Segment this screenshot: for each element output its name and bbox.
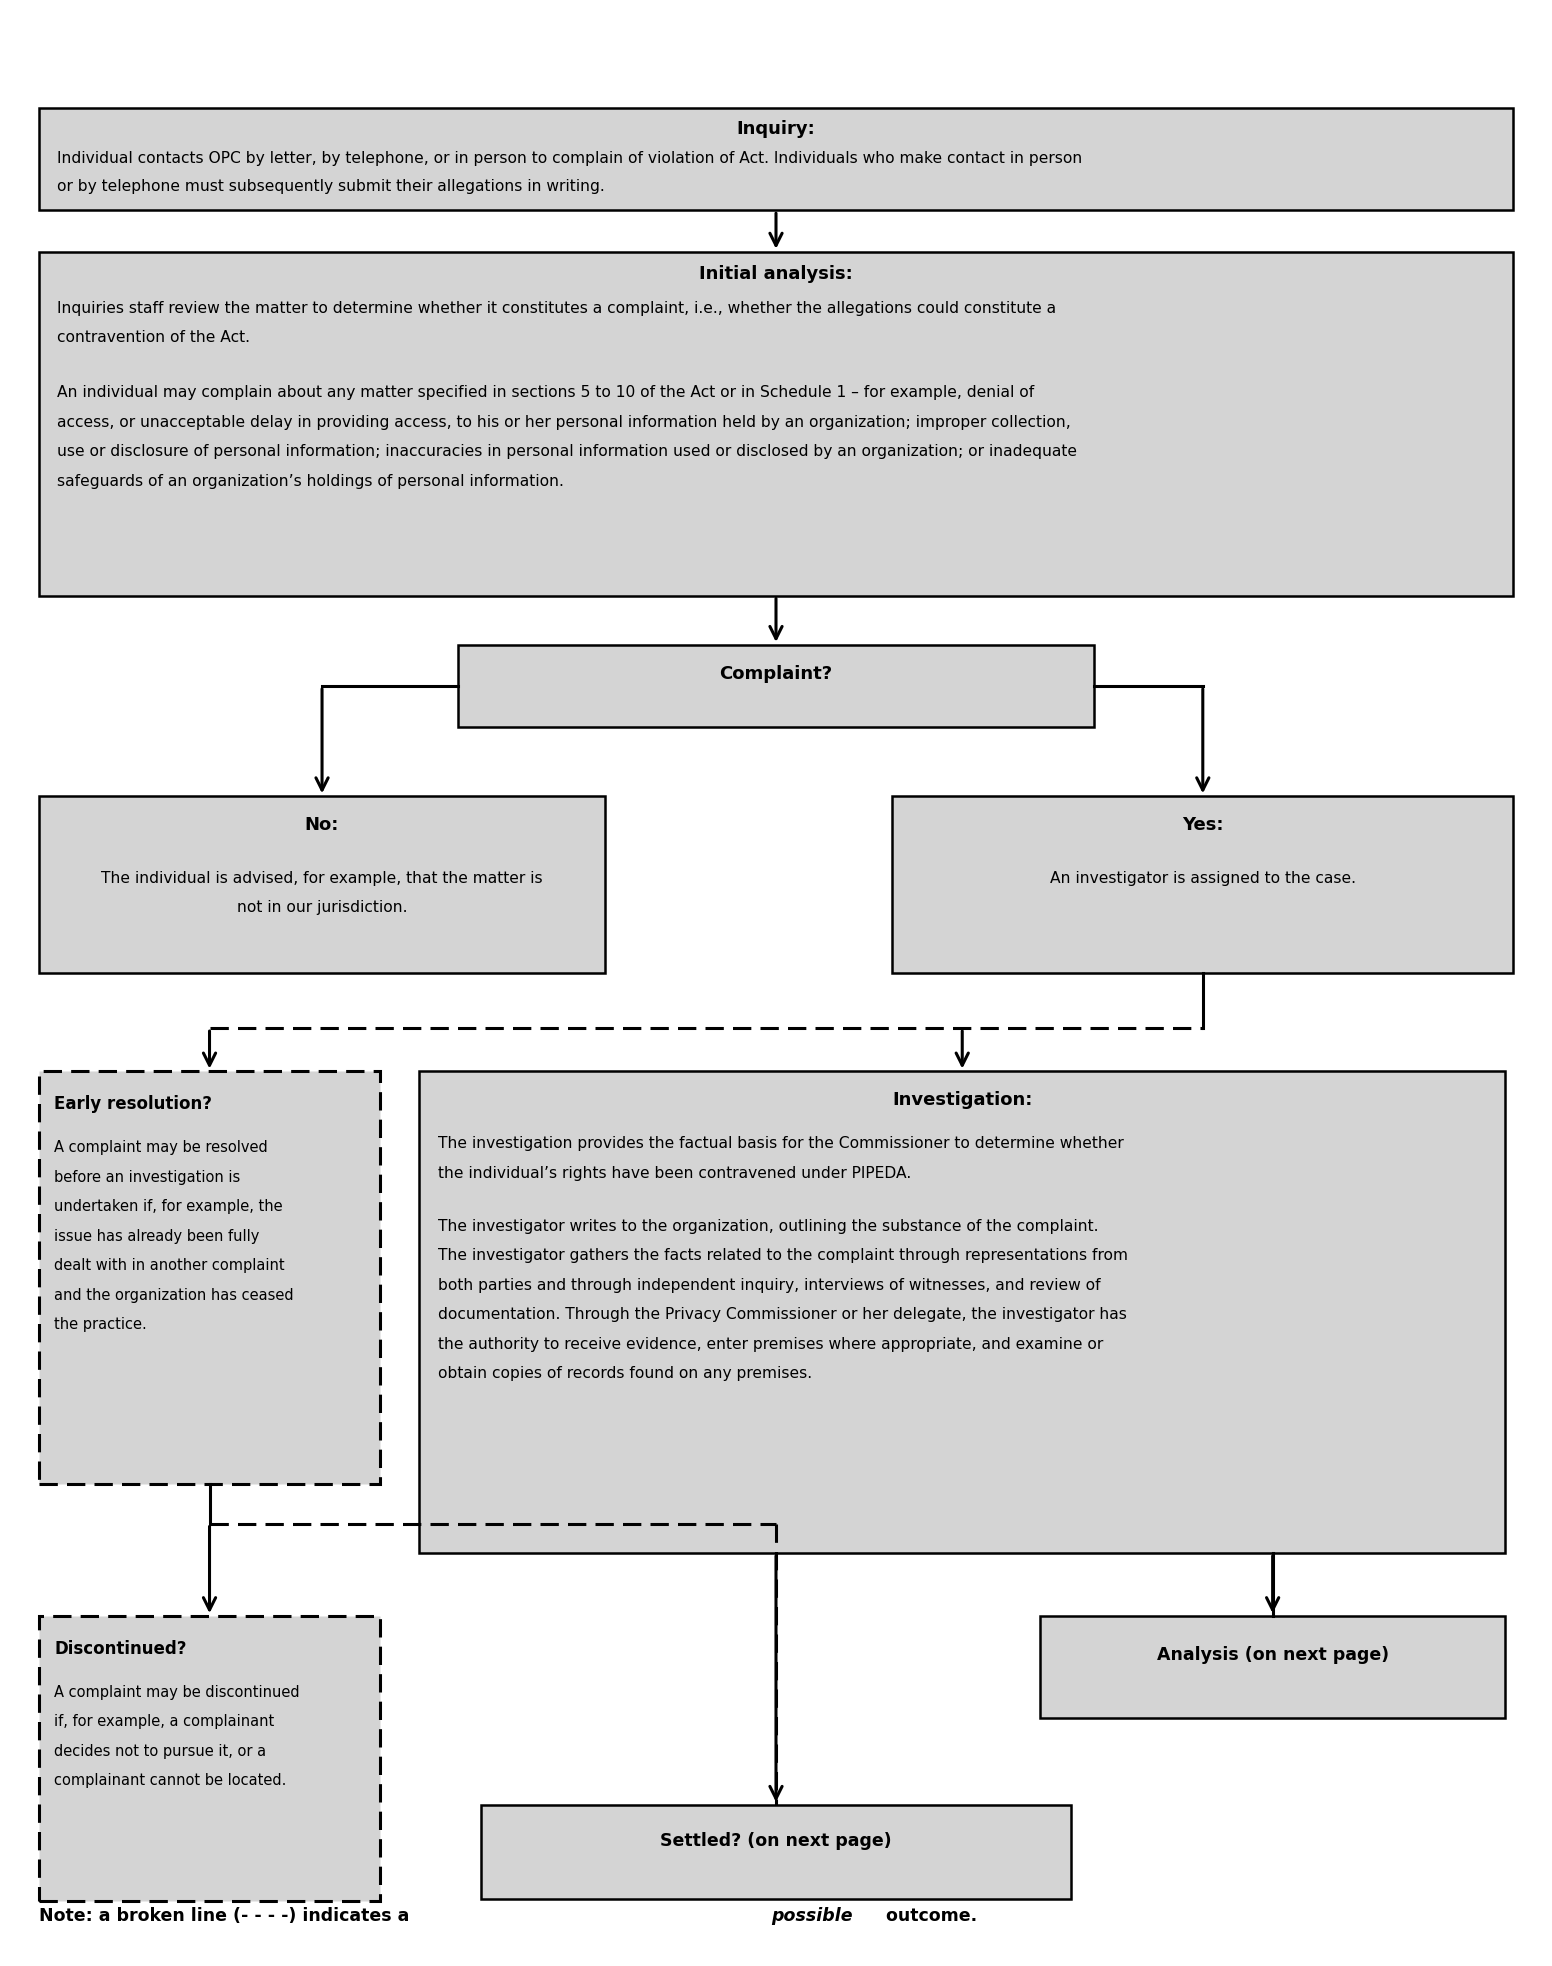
Text: complainant cannot be located.: complainant cannot be located. (54, 1773, 287, 1789)
Text: before an investigation is: before an investigation is (54, 1170, 241, 1185)
Text: and the organization has ceased: and the organization has ceased (54, 1288, 293, 1303)
Bar (892, 796, 1513, 973)
Text: dealt with in another complaint: dealt with in another complaint (54, 1258, 286, 1274)
Text: The individual is advised, for example, that the matter is: The individual is advised, for example, … (101, 871, 543, 887)
Bar (39, 252, 1513, 596)
Bar (39, 108, 1513, 210)
Text: issue has already been fully: issue has already been fully (54, 1229, 259, 1244)
Text: not in our jurisdiction.: not in our jurisdiction. (237, 900, 407, 916)
Text: undertaken if, for example, the: undertaken if, for example, the (54, 1199, 282, 1215)
Text: Initial analysis:: Initial analysis: (698, 265, 854, 283)
Bar (481, 1805, 1071, 1899)
Text: obtain copies of records found on any premises.: obtain copies of records found on any pr… (438, 1366, 812, 1382)
Text: documentation. Through the Privacy Commissioner or her delegate, the investigato: documentation. Through the Privacy Commi… (438, 1307, 1127, 1323)
Bar (39, 1616, 380, 1901)
Text: Analysis (on next page): Analysis (on next page) (1156, 1646, 1389, 1663)
Text: Inquiry:: Inquiry: (737, 120, 815, 138)
Text: Inquiries staff review the matter to determine whether it constitutes a complain: Inquiries staff review the matter to det… (57, 301, 1057, 317)
Text: if, for example, a complainant: if, for example, a complainant (54, 1714, 275, 1730)
Text: An investigator is assigned to the case.: An investigator is assigned to the case. (1049, 871, 1356, 887)
Text: the authority to receive evidence, enter premises where appropriate, and examine: the authority to receive evidence, enter… (438, 1337, 1103, 1353)
Bar (39, 1071, 380, 1484)
Text: Note: a broken line (- - - -) indicates a: Note: a broken line (- - - -) indicates … (39, 1907, 416, 1925)
Text: Settled? (on next page): Settled? (on next page) (660, 1832, 892, 1850)
Text: Yes:: Yes: (1183, 816, 1223, 834)
Text: A complaint may be resolved: A complaint may be resolved (54, 1140, 268, 1156)
Text: both parties and through independent inquiry, interviews of witnesses, and revie: both parties and through independent inq… (438, 1278, 1100, 1294)
Text: Investigation:: Investigation: (892, 1091, 1032, 1109)
Text: access, or unacceptable delay in providing access, to his or her personal inform: access, or unacceptable delay in providi… (57, 415, 1071, 431)
Text: The investigation provides the factual basis for the Commissioner to determine w: The investigation provides the factual b… (438, 1136, 1124, 1152)
Bar (458, 645, 1094, 727)
Text: Discontinued?: Discontinued? (54, 1640, 186, 1657)
Text: The investigator gathers the facts related to the complaint through representati: The investigator gathers the facts relat… (438, 1248, 1128, 1264)
Text: The investigator writes to the organization, outlining the substance of the comp: The investigator writes to the organizat… (438, 1219, 1099, 1235)
Text: or by telephone must subsequently submit their allegations in writing.: or by telephone must subsequently submit… (57, 179, 605, 195)
Text: possible: possible (771, 1907, 854, 1925)
Text: outcome.: outcome. (880, 1907, 978, 1925)
Bar (419, 1071, 1505, 1553)
Text: Individual contacts OPC by letter, by telephone, or in person to complain of vio: Individual contacts OPC by letter, by te… (57, 151, 1083, 167)
Text: Early resolution?: Early resolution? (54, 1095, 213, 1113)
Bar (39, 796, 605, 973)
Text: the practice.: the practice. (54, 1317, 147, 1333)
Text: use or disclosure of personal information; inaccuracies in personal information : use or disclosure of personal informatio… (57, 444, 1077, 460)
Text: contravention of the Act.: contravention of the Act. (57, 330, 250, 346)
Text: safeguards of an organization’s holdings of personal information.: safeguards of an organization’s holdings… (57, 474, 565, 490)
Text: the individual’s rights have been contravened under PIPEDA.: the individual’s rights have been contra… (438, 1166, 911, 1182)
Text: Complaint?: Complaint? (720, 665, 832, 682)
Text: decides not to pursue it, or a: decides not to pursue it, or a (54, 1744, 267, 1760)
Text: An individual may complain about any matter specified in sections 5 to 10 of the: An individual may complain about any mat… (57, 385, 1035, 401)
Bar (1040, 1616, 1505, 1718)
Text: A complaint may be discontinued: A complaint may be discontinued (54, 1685, 300, 1701)
Text: No:: No: (304, 816, 340, 834)
